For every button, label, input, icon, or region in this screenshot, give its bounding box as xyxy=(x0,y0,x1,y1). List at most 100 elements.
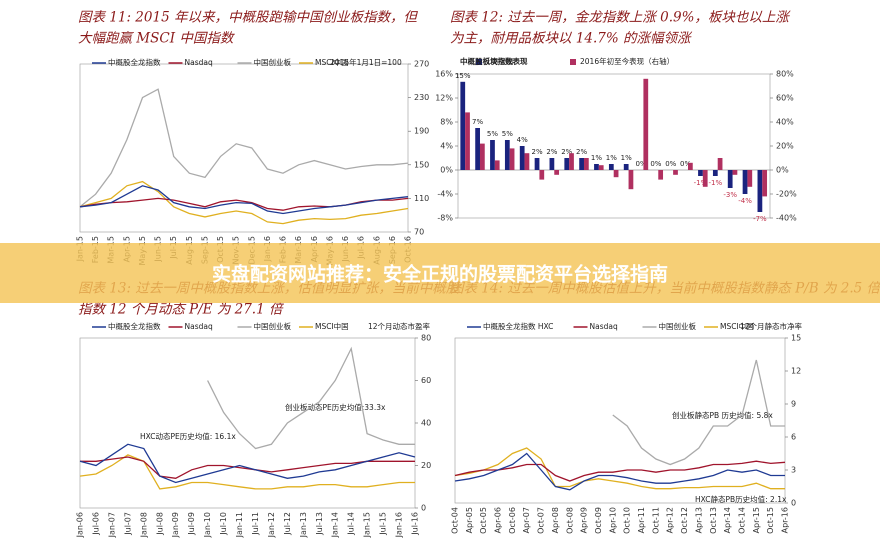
bar xyxy=(643,78,649,170)
series-line xyxy=(612,359,785,466)
series-line xyxy=(79,443,416,484)
value-label: -7% xyxy=(753,215,767,223)
x-tick-label: Jan-10 xyxy=(203,512,212,538)
bar xyxy=(658,170,664,180)
bar xyxy=(712,170,718,176)
bar xyxy=(524,153,530,170)
bar xyxy=(490,140,495,170)
legend-label: 中概股全龙指数 HXC xyxy=(483,321,553,331)
bar xyxy=(549,158,555,170)
y2-tick-label: 0% xyxy=(776,166,789,175)
bar xyxy=(687,162,693,170)
bar xyxy=(613,170,619,178)
x-tick-label: Jan-16 xyxy=(395,512,404,538)
bar xyxy=(509,148,515,170)
bar xyxy=(504,140,510,170)
x-tick-label: Oct-14 xyxy=(737,507,746,534)
value-label: 0% xyxy=(635,160,646,168)
legend-label: 1周涨幅 xyxy=(486,56,514,66)
x-tick-label: Jan-06 xyxy=(76,512,85,538)
bar xyxy=(698,170,703,176)
value-label: -3% xyxy=(723,191,737,199)
chart: 图表 13: 过去一周中概股指数上涨，估值明显扩张，当前中概股指数 12 个月动… xyxy=(76,281,461,539)
y-tick-label: 70 xyxy=(414,228,424,237)
annotation: HXC静态PB历史均值: 2.1x xyxy=(695,494,787,504)
chart-title: 大幅跑赢 MSCI 中国指数 xyxy=(78,31,235,47)
y-tick-label: 40 xyxy=(421,419,431,428)
y2-tick-label: -40% xyxy=(776,214,797,223)
value-label: 5% xyxy=(502,130,513,138)
bar xyxy=(475,128,480,170)
y-tick-label: 0 xyxy=(791,499,796,508)
legend-label: MSCI中国 xyxy=(315,57,349,67)
x-tick-label: Jul-10 xyxy=(219,512,228,536)
x-tick-label: Apr-09 xyxy=(580,507,589,533)
value-label: 2% xyxy=(531,148,542,156)
x-tick-label: Oct-08 xyxy=(565,507,574,534)
value-label: 1% xyxy=(621,154,632,162)
x-tick-label: Apr-07 xyxy=(522,507,531,533)
x-tick-label: Jul-08 xyxy=(155,512,164,536)
y2-tick-label: 40% xyxy=(776,118,794,127)
value-label: 0% xyxy=(665,160,676,168)
series-line xyxy=(79,180,409,225)
x-tick-label: Oct-07 xyxy=(537,507,546,534)
bar xyxy=(732,170,738,175)
x-tick-label: Apr-08 xyxy=(551,507,560,533)
x-tick-label: Apr-10 xyxy=(608,507,617,533)
bar xyxy=(479,143,485,170)
series-line xyxy=(454,452,785,491)
value-label: 7% xyxy=(472,118,483,126)
legend-label: 2016年初至今表现（右轴） xyxy=(580,56,674,66)
x-tick-label: Oct-12 xyxy=(680,507,689,534)
y-tick-label: 230 xyxy=(414,93,429,102)
value-label: -1% xyxy=(709,179,723,187)
bar xyxy=(702,170,708,187)
y-tick-label: 270 xyxy=(414,60,429,69)
bar xyxy=(717,158,723,170)
plot-frame xyxy=(454,337,786,504)
annotation: 12个月静态市净率 xyxy=(740,321,803,331)
legend-label: 中概股全龙指数 xyxy=(108,57,161,67)
x-tick-label: Oct-15 xyxy=(766,507,775,534)
series-line xyxy=(80,456,415,479)
series-line xyxy=(79,197,409,211)
x-tick-label: Jul-09 xyxy=(187,512,196,536)
y-tick-label: 150 xyxy=(414,160,429,169)
legend-swatch xyxy=(476,59,482,65)
bar xyxy=(564,158,570,170)
bar xyxy=(579,158,584,170)
x-tick-label: Apr-13 xyxy=(694,507,703,533)
series-line xyxy=(79,185,409,215)
chart: 图表 12: 过去一周，金龙指数上涨 0.9%，板块也以上涨为主，耐用品板块以 … xyxy=(435,10,797,224)
bar xyxy=(628,170,634,190)
y-tick-label: 12% xyxy=(435,94,453,103)
bar xyxy=(747,170,753,187)
x-tick-label: Jul-11 xyxy=(251,512,260,536)
chart: 图表 14: 过去一周中概股估值上升，当前中概股指数静态 P/B 为 2.5 倍… xyxy=(450,281,880,534)
x-tick-label: Oct-11 xyxy=(651,507,660,534)
value-label: 2% xyxy=(576,148,587,156)
x-tick-label: Jan-13 xyxy=(299,512,308,538)
x-tick-label: Jul-06 xyxy=(91,512,100,536)
x-tick-label: Jan-11 xyxy=(235,512,244,538)
x-tick-label: Apr-12 xyxy=(666,507,675,533)
y-tick-label: 190 xyxy=(414,127,429,136)
y-tick-label: 9 xyxy=(791,400,796,409)
bar xyxy=(534,158,540,170)
chart-subtitle: 中概股板块指数表现 xyxy=(460,56,528,66)
bar xyxy=(757,170,763,212)
legend-label: Nasdaq xyxy=(590,322,618,331)
bar xyxy=(608,164,614,170)
series-line xyxy=(79,88,409,208)
y-tick-label: 6 xyxy=(791,433,796,442)
bar xyxy=(762,170,768,197)
value-label: 2% xyxy=(561,148,572,156)
chart-title: 指数 12 个月动态 P/E 为 27.1 倍 xyxy=(78,302,284,318)
bar xyxy=(583,158,589,170)
legend-label: Nasdaq xyxy=(185,322,213,331)
series-line xyxy=(79,454,415,490)
series-line xyxy=(454,460,786,482)
series-line xyxy=(454,447,785,490)
bar xyxy=(598,165,604,170)
